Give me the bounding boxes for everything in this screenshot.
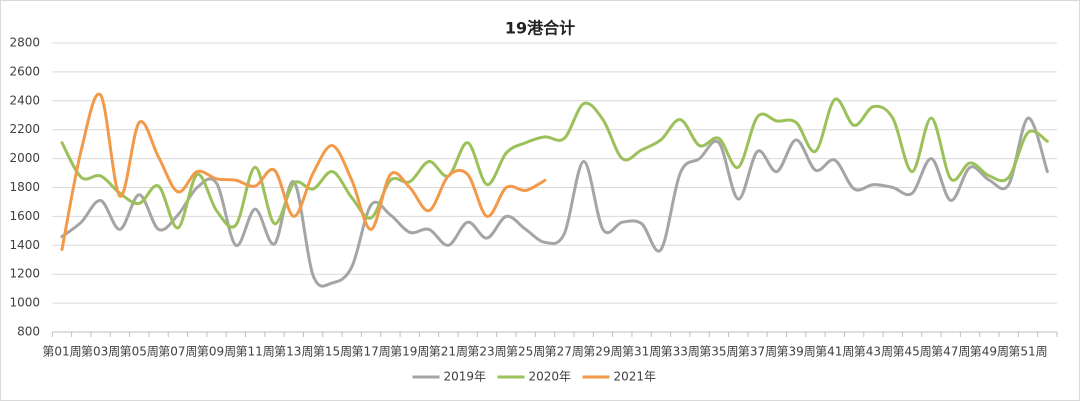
y-tick-label: 1200	[9, 267, 40, 281]
x-tick-label: 第47周	[931, 345, 970, 359]
x-tick-label: 第31周	[622, 345, 661, 359]
x-tick-label: 第25周	[506, 345, 545, 359]
x-tick-label: 第21周	[429, 345, 468, 359]
chart-title: 19港合计	[505, 19, 575, 38]
y-tick-label: 2600	[9, 64, 40, 78]
x-tick-label: 第27周	[545, 345, 584, 359]
line-series	[60, 92, 547, 252]
x-tick-label: 第09周	[197, 345, 236, 359]
y-tick-label: 2800	[9, 36, 40, 50]
x-tick-label: 第03周	[81, 345, 120, 359]
y-tick-label: 2400	[9, 93, 40, 107]
x-tick-label: 第15周	[313, 345, 352, 359]
y-tick-label: 1600	[9, 209, 40, 223]
x-tick-label: 第11周	[236, 345, 275, 359]
x-tick-label: 第45周	[892, 345, 931, 359]
x-tick-label: 第49周	[970, 345, 1009, 359]
x-tick-label: 第37周	[738, 345, 777, 359]
legend-label: 2021年	[614, 370, 657, 384]
x-tick-label: 第23周	[467, 345, 506, 359]
legend-label: 2020年	[529, 370, 572, 384]
x-tick-label: 第51周	[1008, 345, 1047, 359]
x-tick-label: 第39周	[777, 345, 816, 359]
y-tick-label: 2000	[9, 151, 40, 165]
x-tick-label: 第29周	[583, 345, 622, 359]
x-tick-label: 第43周	[854, 345, 893, 359]
x-tick-label: 第19周	[390, 345, 429, 359]
x-tick-label: 第41周	[815, 345, 854, 359]
x-tick-label: 第17周	[351, 345, 390, 359]
y-tick-label: 1800	[9, 180, 40, 194]
x-tick-label: 第05周	[120, 345, 159, 359]
x-tick-label: 第01周	[42, 345, 81, 359]
y-tick-label: 1000	[9, 296, 40, 310]
y-tick-label: 1400	[9, 238, 40, 252]
y-tick-label: 800	[17, 325, 40, 339]
x-tick-label: 第13周	[274, 345, 313, 359]
y-tick-label: 2200	[9, 122, 40, 136]
legend-label: 2019年	[444, 370, 487, 384]
x-tick-label: 第07周	[158, 345, 197, 359]
x-tick-label: 第35周	[699, 345, 738, 359]
line-series	[60, 97, 1049, 230]
x-tick-label: 第33周	[661, 345, 700, 359]
